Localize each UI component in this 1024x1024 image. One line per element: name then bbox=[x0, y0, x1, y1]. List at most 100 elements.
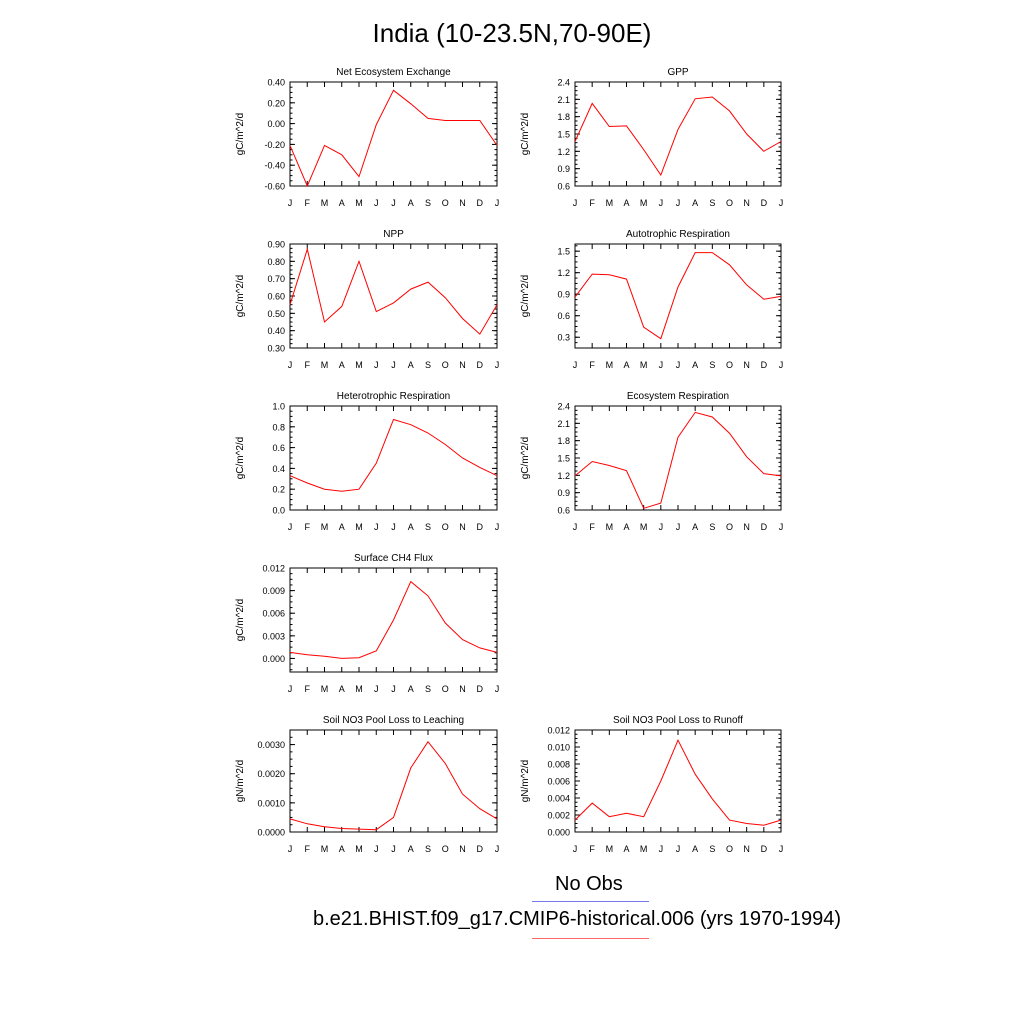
x-tick-label: M bbox=[355, 684, 363, 694]
y-tick-label: 0.6 bbox=[557, 182, 570, 192]
x-tick-label: S bbox=[709, 360, 715, 370]
x-tick-label: O bbox=[726, 198, 733, 208]
x-tick-label: A bbox=[692, 844, 698, 854]
x-tick-label: A bbox=[408, 198, 414, 208]
y-tick-label: 0.000 bbox=[262, 654, 285, 664]
series-line bbox=[289, 580, 498, 659]
y-tick-label: 0.0000 bbox=[257, 828, 285, 838]
chart-title: Soil NO3 Pool Loss to Runoff bbox=[613, 715, 743, 726]
x-tick-label: A bbox=[408, 522, 414, 532]
y-tick-label: 1.5 bbox=[557, 247, 570, 257]
y-tick-label: 1.2 bbox=[557, 268, 570, 278]
x-tick-label: J bbox=[288, 360, 293, 370]
x-tick-label: J bbox=[573, 360, 578, 370]
chart-title: GPP bbox=[667, 67, 688, 78]
x-tick-label: D bbox=[761, 844, 768, 854]
x-tick-label: J bbox=[374, 844, 379, 854]
y-tick-label: 0.006 bbox=[262, 609, 285, 619]
y-axis-label: gC/m^2/d bbox=[520, 113, 531, 156]
x-tick-label: F bbox=[305, 684, 311, 694]
x-tick-label: J bbox=[779, 522, 784, 532]
x-tick-label: J bbox=[391, 684, 396, 694]
y-tick-label: 0.003 bbox=[262, 631, 285, 641]
y-tick-label: 2.1 bbox=[557, 95, 570, 105]
x-tick-label: J bbox=[573, 844, 578, 854]
x-tick-label: S bbox=[425, 360, 431, 370]
y-tick-label: 0.8 bbox=[272, 422, 285, 432]
plot-frame bbox=[289, 243, 498, 349]
x-tick-label: F bbox=[589, 360, 595, 370]
x-tick-label: M bbox=[640, 522, 648, 532]
x-tick-label: S bbox=[709, 198, 715, 208]
chart-title: Soil NO3 Pool Loss to Leaching bbox=[323, 715, 464, 726]
x-tick-label: J bbox=[779, 844, 784, 854]
x-tick-label: J bbox=[495, 844, 500, 854]
x-tick-label: F bbox=[589, 844, 595, 854]
x-tick-label: N bbox=[743, 522, 750, 532]
y-axis-label: gC/m^2/d bbox=[235, 437, 246, 480]
series-line bbox=[574, 411, 782, 509]
y-tick-label: 1.8 bbox=[557, 436, 570, 446]
y-tick-label: 1.8 bbox=[557, 112, 570, 122]
x-tick-label: A bbox=[339, 522, 345, 532]
y-tick-label: 0.6 bbox=[272, 443, 285, 453]
x-tick-label: D bbox=[761, 360, 768, 370]
x-tick-label: J bbox=[659, 360, 664, 370]
y-tick-label: 1.5 bbox=[557, 454, 570, 464]
plot-frame bbox=[574, 81, 782, 187]
x-tick-label: J bbox=[676, 198, 681, 208]
x-tick-label: O bbox=[442, 844, 449, 854]
y-axis-label: gN/m^2/d bbox=[235, 760, 246, 803]
x-tick-label: J bbox=[573, 198, 578, 208]
y-tick-label: 0.30 bbox=[267, 344, 285, 354]
series-line bbox=[289, 247, 498, 335]
x-tick-label: M bbox=[606, 522, 614, 532]
y-tick-label: 1.0 bbox=[272, 402, 285, 412]
y-tick-label: 0.20 bbox=[267, 98, 285, 108]
x-tick-label: M bbox=[640, 844, 648, 854]
x-tick-label: J bbox=[495, 684, 500, 694]
y-tick-label: 0.4 bbox=[272, 464, 285, 474]
x-tick-label: M bbox=[321, 522, 329, 532]
series-line bbox=[574, 252, 782, 340]
x-tick-label: M bbox=[355, 522, 363, 532]
x-tick-label: F bbox=[589, 198, 595, 208]
x-tick-label: D bbox=[477, 198, 484, 208]
x-tick-label: J bbox=[288, 684, 293, 694]
x-tick-label: J bbox=[659, 522, 664, 532]
y-tick-label: 2.4 bbox=[557, 402, 570, 412]
x-tick-label: A bbox=[623, 522, 629, 532]
x-tick-label: D bbox=[761, 198, 768, 208]
y-tick-label: 0.90 bbox=[267, 240, 285, 250]
legend-model-line bbox=[532, 938, 649, 939]
y-tick-label: -0.20 bbox=[264, 140, 285, 150]
y-tick-label: 0.3 bbox=[557, 333, 570, 343]
legend-obs-line bbox=[532, 901, 649, 902]
x-tick-label: O bbox=[442, 522, 449, 532]
x-tick-label: J bbox=[288, 198, 293, 208]
x-tick-label: M bbox=[321, 360, 329, 370]
x-tick-label: M bbox=[355, 844, 363, 854]
x-tick-label: M bbox=[321, 684, 329, 694]
x-tick-label: N bbox=[459, 360, 466, 370]
x-tick-label: S bbox=[425, 522, 431, 532]
x-tick-label: J bbox=[391, 360, 396, 370]
x-tick-label: N bbox=[743, 198, 750, 208]
y-tick-label: 0.40 bbox=[267, 326, 285, 336]
y-tick-label: 0.0030 bbox=[257, 740, 285, 750]
x-tick-label: A bbox=[408, 360, 414, 370]
chart-title: NPP bbox=[383, 229, 404, 240]
y-tick-label: 0.9 bbox=[557, 488, 570, 498]
legend-obs-label: No Obs bbox=[555, 873, 623, 895]
y-tick-label: 0.6 bbox=[557, 311, 570, 321]
y-tick-label: 0.006 bbox=[547, 777, 570, 787]
x-tick-label: O bbox=[442, 198, 449, 208]
x-tick-label: N bbox=[743, 844, 750, 854]
plot-frame bbox=[574, 405, 782, 511]
x-tick-label: J bbox=[374, 360, 379, 370]
x-tick-label: A bbox=[408, 684, 414, 694]
